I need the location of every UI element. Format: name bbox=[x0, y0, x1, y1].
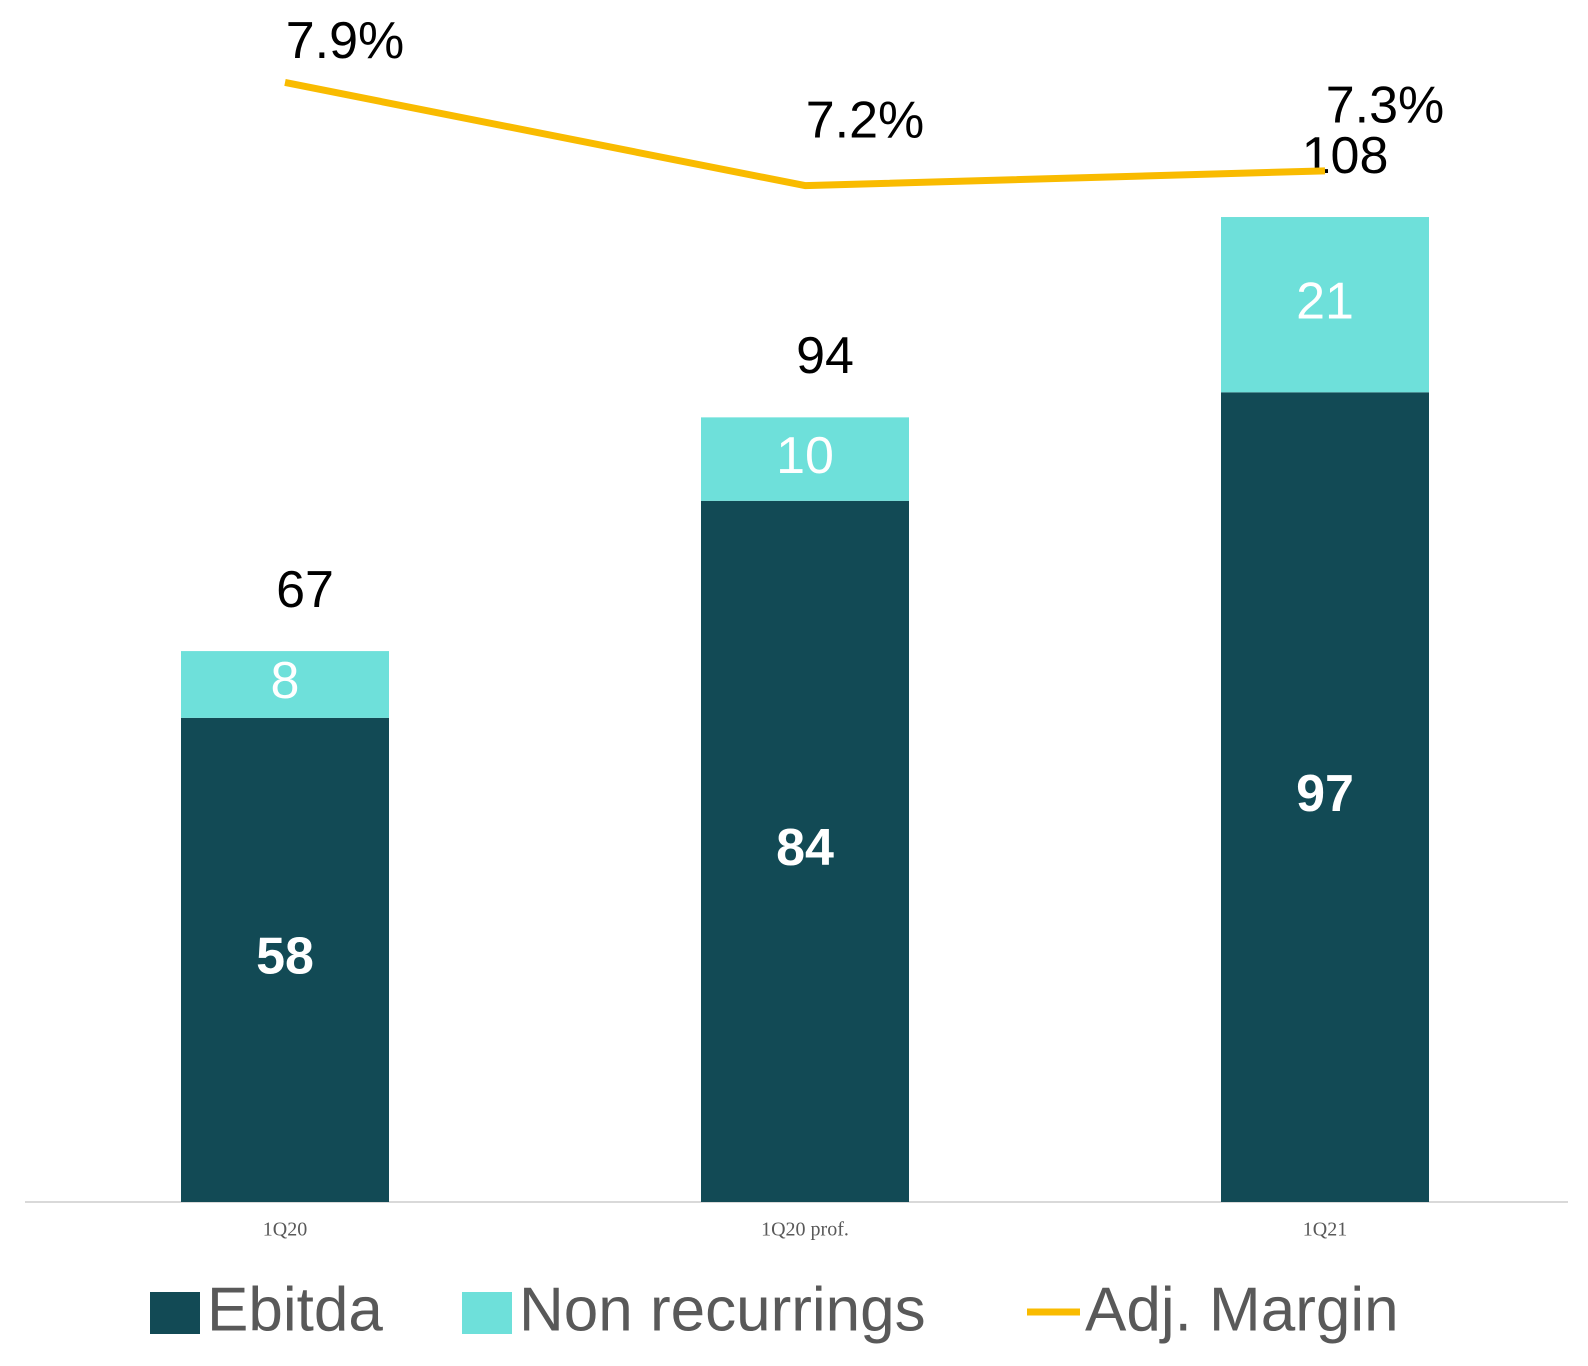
bar-segment bbox=[1221, 217, 1429, 393]
legend-label: Non recurrings bbox=[519, 1275, 926, 1344]
data-label: 8 bbox=[271, 652, 300, 710]
total-label: 108 bbox=[1302, 127, 1389, 185]
legend-label: Adj. Margin bbox=[1085, 1275, 1399, 1344]
bar-segment bbox=[1221, 392, 1429, 1202]
total-label: 67 bbox=[276, 561, 334, 619]
bar-segment bbox=[701, 417, 909, 501]
x-tick-label: 1Q20 bbox=[263, 1219, 307, 1241]
line bbox=[284, 79, 1326, 190]
legend-label: Ebitda bbox=[207, 1275, 383, 1344]
data-label: 7.3% bbox=[1326, 77, 1445, 135]
bar-segment bbox=[701, 500, 909, 1202]
data-label: 58 bbox=[256, 928, 314, 986]
bar-segment bbox=[181, 717, 389, 1202]
data-label: 97 bbox=[1296, 765, 1354, 823]
x-tick-label: 1Q21 bbox=[1303, 1219, 1347, 1241]
data-label: 21 bbox=[1296, 272, 1354, 330]
data-label: 7.2% bbox=[806, 91, 925, 149]
x-tick-label: 1Q20 prof. bbox=[761, 1219, 849, 1241]
legend-swatch bbox=[150, 1292, 200, 1334]
data-label: 84 bbox=[776, 819, 834, 877]
bar-segment bbox=[181, 651, 389, 718]
data-label: 7.9% bbox=[286, 12, 405, 70]
data-label: 10 bbox=[776, 427, 834, 485]
total-label: 94 bbox=[796, 327, 854, 385]
legend-swatch bbox=[462, 1292, 512, 1334]
